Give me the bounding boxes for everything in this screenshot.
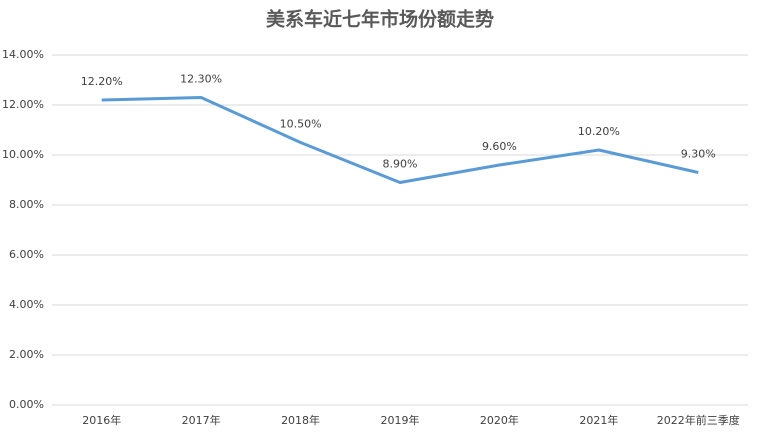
x-tick-label: 2019年 xyxy=(381,413,420,427)
data-label: 9.60% xyxy=(482,140,517,153)
x-tick-label: 2021年 xyxy=(579,413,618,427)
x-tick-label: 2022年前三季度 xyxy=(657,413,740,427)
x-tick-label: 2018年 xyxy=(281,413,320,427)
y-tick-label: 2.00% xyxy=(9,348,44,361)
data-label: 10.20% xyxy=(578,125,620,138)
y-tick-label: 0.00% xyxy=(9,398,44,411)
x-tick-label: 2016年 xyxy=(82,413,121,427)
y-tick-label: 14.00% xyxy=(2,48,44,61)
x-tick-label: 2020年 xyxy=(480,413,519,427)
data-label: 9.30% xyxy=(681,148,716,161)
chart-title: 美系车近七年市场份额走势 xyxy=(266,8,494,31)
data-label: 10.50% xyxy=(280,118,322,131)
data-label: 12.20% xyxy=(81,75,123,88)
data-label: 12.30% xyxy=(180,73,222,86)
x-tick-label: 2017年 xyxy=(182,413,221,427)
y-tick-label: 6.00% xyxy=(9,248,44,261)
y-tick-label: 10.00% xyxy=(2,148,44,161)
y-tick-label: 8.00% xyxy=(9,198,44,211)
y-tick-label: 4.00% xyxy=(9,298,44,311)
line-series xyxy=(101,96,699,184)
data-label: 8.90% xyxy=(383,158,418,171)
y-tick-label: 12.00% xyxy=(2,98,44,111)
